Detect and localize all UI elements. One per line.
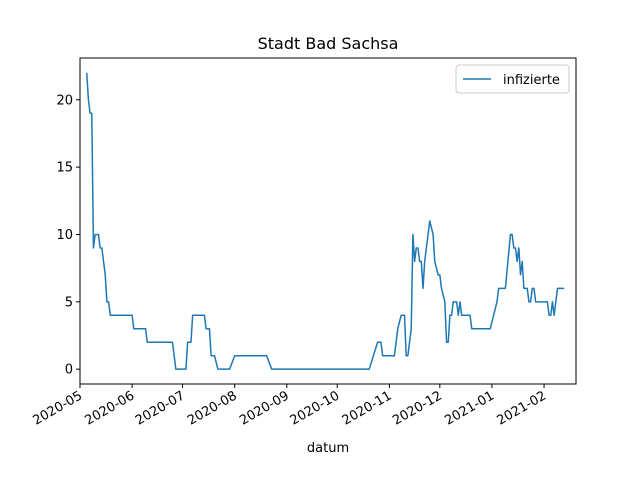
legend-label-infizierte: infizierte bbox=[503, 73, 560, 88]
legend-box bbox=[455, 64, 570, 94]
y-tick-label: 10 bbox=[56, 228, 73, 243]
series-layer bbox=[85, 72, 565, 370]
y-tick-label: 15 bbox=[56, 161, 73, 176]
x-axis-label: datum bbox=[307, 441, 349, 456]
y-tick-label: 20 bbox=[56, 93, 73, 108]
y-tick-label: 5 bbox=[65, 295, 73, 310]
plot-area bbox=[80, 58, 576, 384]
legend: infizierte bbox=[455, 64, 570, 94]
chart-title: Stadt Bad Sachsa bbox=[258, 34, 399, 53]
series-line-infizierte bbox=[85, 72, 565, 370]
plot-frame bbox=[79, 57, 577, 385]
y-tick-label: 0 bbox=[65, 363, 73, 378]
y-ticks: 0 5 10 15 20 bbox=[56, 93, 80, 378]
